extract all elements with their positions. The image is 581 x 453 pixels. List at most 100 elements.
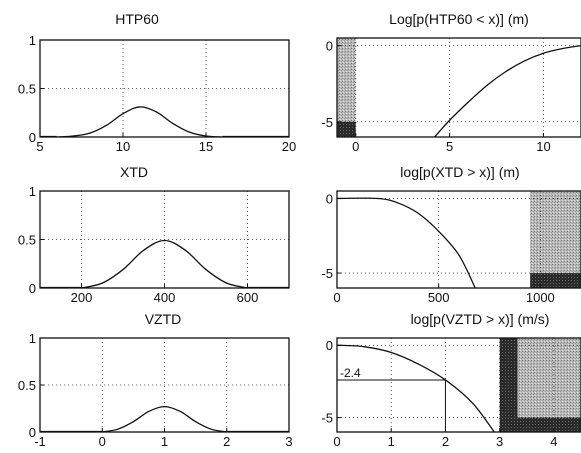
panel-xtd-log-plot: 0 500 1000-50 (321, 190, 581, 305)
data-point (72, 135, 74, 137)
data-point (363, 346, 365, 348)
y-tick-label: 0 (29, 130, 36, 145)
x-tick-label: 1000 (526, 290, 555, 305)
data-point (163, 406, 166, 408)
y-tick-label: -5 (321, 411, 333, 426)
data-curve (56, 106, 223, 137)
x-tick-label: 0 (333, 290, 340, 305)
data-point (486, 84, 488, 86)
x-tick-label: 0 (352, 139, 359, 154)
y-tick-label: 1 (29, 331, 36, 346)
data-point (458, 254, 460, 256)
panel-htp60-log-title: Log[p(HTP60 < x)] (m) (389, 11, 529, 27)
x-tick-label: -1 (34, 434, 46, 449)
data-point (467, 101, 469, 103)
shaded-region-dark (530, 273, 581, 288)
x-tick-label: 3 (496, 434, 503, 449)
y-tick-label: -5 (321, 115, 333, 130)
panel-vztd-title: VZTD (145, 311, 182, 327)
data-point (105, 124, 107, 126)
x-tick-label: 0 (99, 434, 106, 449)
panel-xtd-log: log[p(XTD > x)] (m) 0 500 1000-50 (321, 164, 581, 305)
panel-vztd-log-title: log[p(VZTD > x)] (m/s) (411, 311, 550, 327)
data-point (226, 282, 228, 284)
x-tick-label: 200 (71, 290, 93, 305)
axes-frame (336, 190, 581, 289)
shaded-region-dark (337, 121, 356, 137)
data-point (148, 410, 150, 412)
data-point (179, 410, 181, 412)
y-tick-label: 0 (326, 39, 333, 54)
panel-vztd-log: log[p(VZTD > x)] (m/s) -2.40 1 2 3 4-50 (321, 311, 581, 449)
data-point (184, 249, 186, 251)
data-point (561, 48, 563, 50)
data-point (172, 122, 174, 125)
data-point (122, 113, 124, 115)
panel-vztd-plot: -1 0 1 2 300.51 (18, 331, 293, 449)
y-tick-label: 0.5 (18, 378, 36, 393)
data-point (524, 60, 526, 62)
shaded-region-dark (499, 417, 581, 432)
data-point (505, 70, 507, 73)
panel-htp60-log: Log[p(HTP60 < x)] (m) 0 5 10 -5 0 (321, 11, 581, 154)
data-point (390, 351, 392, 354)
shaded-region-band (499, 338, 518, 418)
panel-vztd-log-plot: -2.40 1 2 3 4-50 (321, 337, 581, 449)
x-tick-label: 15 (199, 139, 213, 154)
panel-htp60-plot: 5 10 15 20 0 0.5 1 (18, 33, 296, 154)
panel-xtd-title: XTD (120, 164, 148, 180)
panel-xtd-plot: 200 400 600 0 0.5 1 (18, 184, 290, 305)
shaded-region-light (337, 38, 356, 122)
panel-htp60: HTP60 5 10 15 20 0 0.5 1 (18, 11, 296, 154)
data-point (89, 132, 91, 134)
data-point (155, 111, 157, 113)
y-tick-label: 1 (29, 33, 36, 48)
y-tick-label: 0 (326, 338, 333, 353)
panel-xtd-log-title: log[p(XTD > x)] (m) (400, 164, 519, 180)
x-tick-label: 1 (161, 434, 168, 449)
data-point (449, 119, 451, 121)
data-curve (337, 197, 476, 288)
axes-frame (336, 37, 581, 138)
data-point (143, 249, 145, 251)
x-tick-label: 2 (223, 434, 230, 449)
x-tick-label: 0 (333, 434, 340, 449)
x-tick-label: 10 (536, 139, 550, 154)
panel-htp60-title: HTP60 (115, 11, 159, 27)
y-tick-label: 0.5 (18, 233, 36, 248)
data-point (210, 428, 212, 430)
x-tick-label: 1 (388, 434, 395, 449)
y-tick-label: 0 (326, 191, 333, 206)
x-tick-label: 5 (446, 139, 453, 154)
data-point (542, 52, 545, 54)
panel-htp60-log-plot: 0 5 10 -5 0 (321, 37, 581, 154)
data-point (188, 131, 190, 133)
data-point (205, 268, 207, 271)
y-tick-label: 0.5 (18, 82, 36, 97)
data-point (417, 212, 419, 214)
data-point (132, 421, 134, 423)
x-tick-label: 10 (116, 139, 130, 154)
x-tick-label: 2 (442, 434, 449, 449)
x-tick-label: 3 (285, 434, 292, 449)
shaded-region-light (530, 191, 581, 274)
data-point (438, 230, 440, 232)
data-point (417, 363, 419, 365)
x-tick-label: 20 (282, 139, 296, 154)
panel-vztd: VZTD -1 0 1 2 300.51 (18, 311, 293, 449)
data-point (122, 268, 124, 271)
data-point (195, 421, 197, 423)
x-tick-label: 5 (36, 139, 43, 154)
data-point (101, 282, 103, 284)
y-tick-label: 1 (29, 184, 36, 199)
x-tick-label: 500 (428, 290, 450, 305)
annotation-label: -2.4 (340, 366, 361, 380)
data-point (377, 197, 379, 200)
y-tick-label: -5 (321, 266, 333, 281)
x-tick-label: 600 (237, 290, 259, 305)
panel-xtd: XTD 200 400 600 0 0.5 1 (18, 164, 290, 305)
axes-frame (336, 337, 581, 433)
x-tick-label: 400 (154, 290, 176, 305)
data-point (471, 402, 474, 404)
